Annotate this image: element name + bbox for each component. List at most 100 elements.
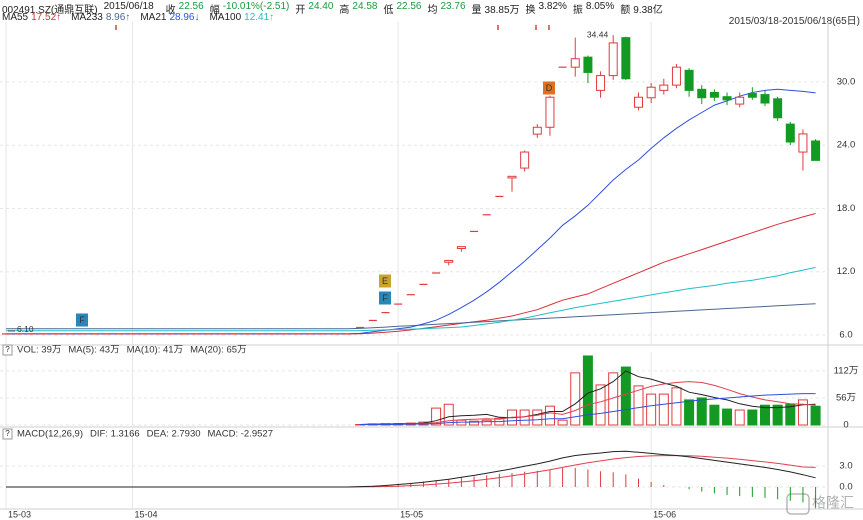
candle-body [798,133,808,153]
field-label: 幅 [209,5,220,16]
candle-body [570,58,580,68]
candle-body [444,259,454,263]
y-tick-label: 30.0 [837,76,856,87]
dea-line [6,455,816,488]
volume-ma-legend: MA(20): 65万 [190,345,247,356]
volume-bar [684,399,695,426]
y-tick-label: 24.0 [837,140,856,151]
event-flags [115,25,550,30]
field-label: 换 [525,5,536,16]
volume-bar [646,393,657,426]
watermark: 格隆汇 [786,493,854,515]
x-tick-label: 15-03 [8,509,31,519]
candle-body [507,175,517,179]
date-range: 2015/03/18-2015/06/18(65日) [728,16,860,27]
candle-body [659,84,669,91]
field-value: 24.58 [352,1,378,12]
help-icon: ? [5,429,10,438]
ma-name: MA21 [140,12,167,23]
candle-body [634,96,643,108]
volume-bar [658,393,669,426]
candle-body [596,75,606,91]
ma-value: 8.96↑ [105,12,131,23]
volume-bar [532,409,543,426]
low-label: 6.10 [17,324,34,334]
quote-field: 收 22.56 [166,1,204,16]
ma-line [6,303,816,330]
volume-bar [443,403,454,426]
candle-body [456,246,466,250]
dea-legend: DEA: 2.7930 [147,429,201,440]
field-label: 低 [383,5,394,16]
candle-body [747,93,757,98]
candle-body [697,88,707,99]
signal-marker-label: F [382,293,388,303]
candle-body [583,56,593,73]
candle-body [621,37,631,80]
candle-body [773,98,783,119]
ma-value: 12.41↑ [244,12,275,23]
candle-body [811,140,821,161]
ma-legend-item: MA21 28.96↓ [140,12,199,23]
candle-body [684,69,694,91]
ma-name: MA55 [2,12,29,23]
y-tick-label: 3.0 [839,461,852,472]
ma-name: MA100 [209,12,242,23]
macd-legend: MACD: -2.9527 [208,429,273,440]
watermark-logo [786,493,810,515]
volume-bar [734,409,745,426]
quote-field: 振 8.05% [573,1,614,16]
quote-field: 低 22.56 [383,1,421,16]
ma-value: 17.52↑ [31,12,62,23]
volume-bar [772,404,783,426]
volume-bar [570,372,581,426]
help-icon-box [2,428,13,440]
ma-legend-item: MA55 17.52↑ [2,12,61,23]
candle-body [545,96,555,128]
volume-ma-legend: MA(5): 43万 [68,345,119,356]
quote-field: 换 3.82% [526,1,567,16]
volume-ma-legend: MA(10): 41万 [127,345,184,356]
volume-bar [722,408,733,426]
y-tick-label: 0 [843,420,848,431]
candle-body [709,91,719,98]
quote-field: 均 23.76 [427,1,465,16]
candle-body [532,126,542,135]
macd-title: MACD(12,26,9) [17,429,83,440]
signal-marker-label: E [382,276,388,286]
ma-legend-item: MA100 12.41↑ [209,12,274,23]
volume-bar [469,420,480,426]
x-tick-label: 15-05 [400,509,423,519]
y-tick-label: 112万 [834,365,859,376]
field-label: 振 [572,5,583,16]
ma-line [6,88,816,335]
volume-bar [557,419,568,426]
y-tick-label: 6.0 [839,329,852,340]
y-tick-label: 56万 [836,392,856,403]
volume-legend: VOL: 39万 [17,345,61,356]
volume-bar [595,384,606,426]
candle-body [671,66,681,86]
volume-ma-line [360,393,816,425]
x-tick-label: 15-04 [135,509,158,519]
field-label: 均 [427,5,438,16]
help-icon: ? [5,345,10,354]
volume-bar [797,399,808,426]
volume-bar [747,409,758,426]
volume-ma-line [360,370,816,425]
watermark-text: 格隆汇 [812,495,854,511]
field-value: 9.38亿 [633,5,663,16]
ma-value: 28.96↓ [169,12,200,23]
field-label: 量 [471,5,482,16]
field-label: 开 [295,5,306,16]
volume-bar [431,407,442,426]
candle-body [646,86,656,99]
signal-marker [379,274,391,288]
ma-line [6,266,816,332]
volume-bar [671,387,682,426]
field-label: 高 [339,5,350,16]
quote-header: 002491.SZ(通鼎互联) 2015/06/18 收 22.56 幅 -10.01… [2,1,663,16]
ma-legend: MA55 17.52↑ MA233 8.96↑ MA21 28.96↓ MA100 12.41… [2,12,278,23]
